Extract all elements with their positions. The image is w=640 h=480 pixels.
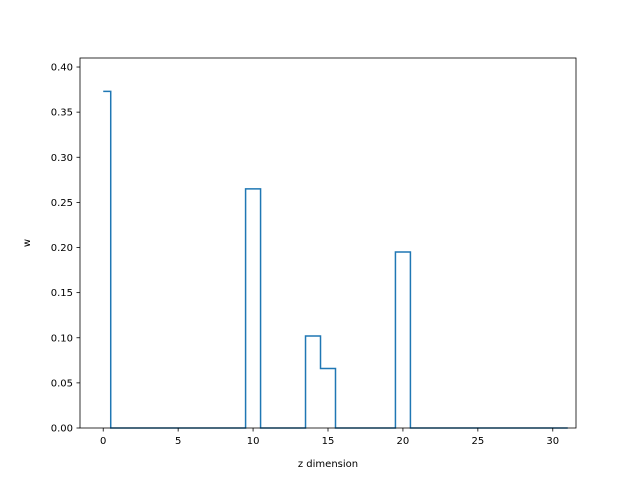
- y-axis-label: w: [22, 239, 33, 247]
- x-tick-label: 25: [471, 436, 484, 447]
- y-tick-label: 0.20: [51, 243, 73, 254]
- y-axis-ticks: 0.00 0.05 0.10 0.15 0.20 0.25 0.30 0.35 0.40: [51, 63, 80, 435]
- y-tick-label: 0.15: [51, 288, 73, 299]
- y-tick-label: 0.05: [51, 378, 73, 389]
- x-axis-label: z dimension: [298, 459, 358, 470]
- y-tick-label: 0.35: [51, 108, 73, 119]
- plot-frame: [79, 57, 577, 429]
- x-tick-label: 10: [247, 436, 260, 447]
- plot-area: [103, 90, 568, 429]
- y-tick-label: 0.30: [51, 153, 73, 164]
- y-tick-label: 0.25: [51, 198, 73, 209]
- x-tick-label: 5: [175, 436, 181, 447]
- y-tick-label: 0.10: [51, 333, 73, 344]
- x-tick-label: 20: [397, 436, 410, 447]
- x-tick-label: 30: [546, 436, 559, 447]
- y-tick-label: 0.40: [51, 63, 73, 74]
- series-line-0: [103, 90, 568, 429]
- x-tick-label: 15: [322, 436, 335, 447]
- y-tick-label: 0.00: [51, 424, 73, 435]
- x-tick-label: 0: [100, 436, 106, 447]
- x-axis-ticks: 0 5 10 15 20 25 30: [100, 428, 559, 447]
